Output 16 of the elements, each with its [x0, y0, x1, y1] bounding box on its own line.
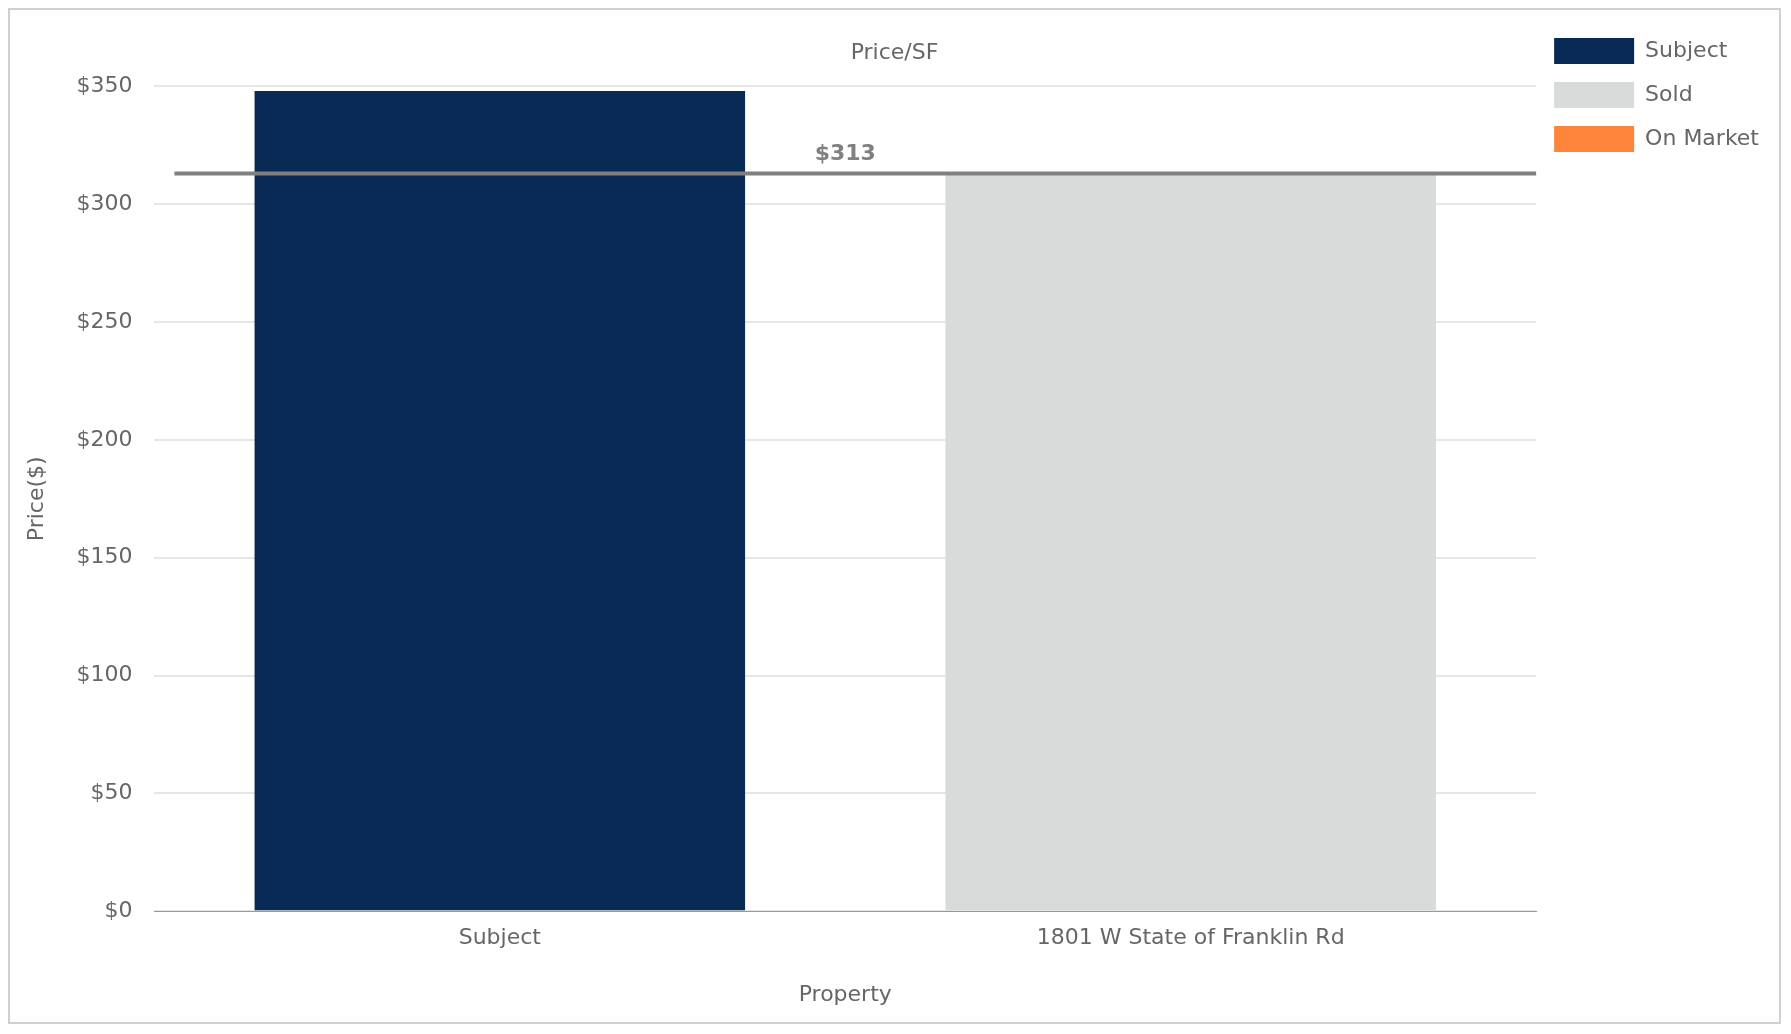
y-tick-label: $0 [104, 896, 133, 922]
y-axis-title: Price($) [22, 456, 48, 542]
y-tick-label: $250 [76, 307, 133, 333]
chart-title: Price/SF [850, 38, 939, 64]
y-tick-label: $150 [76, 543, 133, 569]
legend-label: Subject [1645, 36, 1728, 62]
y-tick-label: $100 [76, 661, 133, 687]
x-tick-label: 1801 W State of Franklin Rd [1036, 924, 1345, 950]
y-tick-label: $350 [76, 72, 133, 98]
x-axis-title: Property [798, 980, 892, 1006]
ref-line-label: $313 [814, 140, 876, 166]
y-tick-label: $200 [76, 425, 133, 451]
y-tick-label: $50 [90, 779, 133, 805]
legend-label: On Market [1645, 124, 1760, 150]
y-tick-label: $300 [76, 189, 133, 215]
legend-label: Sold [1645, 80, 1693, 106]
